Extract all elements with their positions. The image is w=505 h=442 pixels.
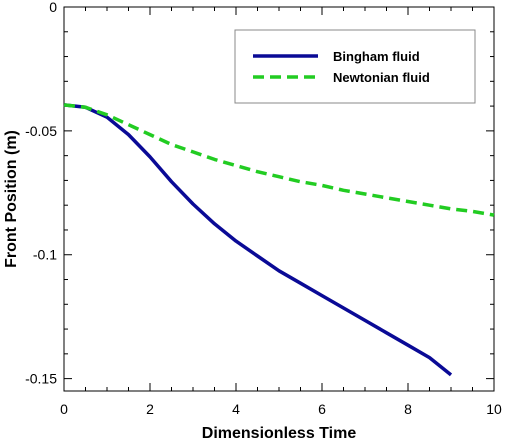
x-tick-label: 10 xyxy=(486,401,502,417)
x-tick-label: 4 xyxy=(232,401,240,417)
y-tick-label: -0.05 xyxy=(25,123,57,139)
series-group xyxy=(63,103,495,377)
series-line-bingham-fluid xyxy=(63,103,453,377)
legend-label-bingham: Bingham fluid xyxy=(333,49,420,64)
x-tick-label: 8 xyxy=(404,401,412,417)
series-line-newtonian-fluid xyxy=(63,103,495,217)
x-tick-label: 6 xyxy=(318,401,326,417)
y-tick-label: 0 xyxy=(49,0,57,15)
y-tick-label: -0.15 xyxy=(25,371,57,387)
x-tick-label: 0 xyxy=(60,401,68,417)
axis-ticks: 0 2 4 6 8 10 0 -0.05 -0.1 -0.15 xyxy=(25,0,502,417)
legend: Bingham fluid Newtonian fluid xyxy=(234,29,476,104)
y-tick-label: -0.1 xyxy=(33,247,57,263)
x-axis-title: Dimensionless Time xyxy=(202,425,357,442)
legend-box xyxy=(234,29,476,104)
legend-label-newtonian: Newtonian fluid xyxy=(333,70,430,85)
x-tick-label: 2 xyxy=(146,401,154,417)
y-axis-title: Front Position (m) xyxy=(3,130,20,268)
